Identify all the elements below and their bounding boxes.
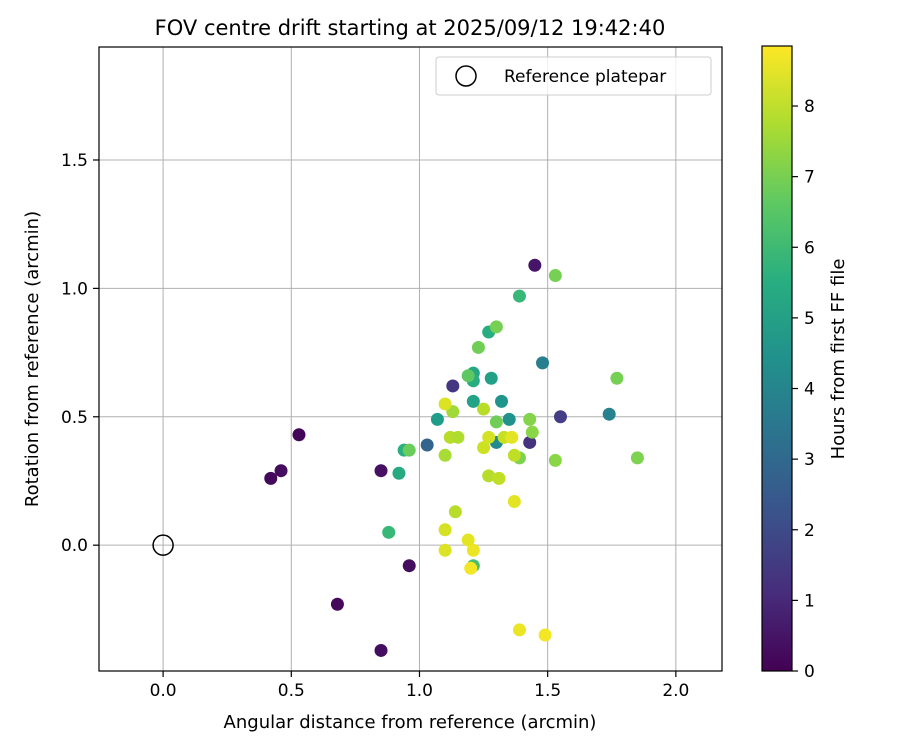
data-point <box>507 448 521 462</box>
legend-marker-icon <box>455 65 477 87</box>
data-point <box>402 443 416 457</box>
y-axis-label: Rotation from reference (arcmin) <box>22 211 43 507</box>
colorbar-tick-label: 4 <box>804 380 815 400</box>
data-point <box>382 525 396 539</box>
y-tick-label: 0.5 <box>61 408 88 428</box>
data-point <box>502 412 516 426</box>
data-point <box>274 464 288 478</box>
y-tick-label: 1.5 <box>61 151 88 171</box>
colorbar-ticks: 0 1 2 3 4 5 6 7 8 <box>792 97 815 682</box>
data-point <box>505 430 519 444</box>
colorbar: 0 1 2 3 4 5 6 7 8 Hours from first FF file <box>761 45 849 682</box>
grid <box>99 47 722 671</box>
data-point <box>438 523 452 537</box>
data-point <box>292 428 306 442</box>
x-tick-label: 2.0 <box>662 681 689 701</box>
x-axis-label: Angular distance from reference (arcmin) <box>224 712 597 733</box>
data-point <box>392 466 406 480</box>
data-point <box>438 448 452 462</box>
data-point <box>264 471 278 485</box>
data-point <box>548 453 562 467</box>
chart-title: FOV centre drift starting at 2025/09/12 … <box>155 16 666 40</box>
data-point <box>330 597 344 611</box>
data-point <box>464 561 478 575</box>
y-tick-label: 1.0 <box>61 279 88 299</box>
x-tick-label: 0.5 <box>278 681 305 701</box>
reference-point-marker <box>152 534 174 556</box>
data-point <box>553 410 567 424</box>
colorbar-label: Hours from first FF file <box>828 259 849 460</box>
data-point <box>471 340 485 354</box>
data-point <box>512 289 526 303</box>
data-point <box>420 438 434 452</box>
x-tick-label: 1.0 <box>406 681 433 701</box>
data-points <box>264 258 644 657</box>
data-point <box>430 412 444 426</box>
data-point <box>466 543 480 557</box>
data-point <box>461 369 475 383</box>
data-point <box>536 356 550 370</box>
data-point <box>477 402 491 416</box>
legend-entry-label: Reference platepar <box>504 67 666 87</box>
data-point <box>489 415 503 429</box>
data-point <box>451 430 465 444</box>
data-point <box>630 451 644 465</box>
legend-box <box>435 56 712 96</box>
colorbar-tick-label: 3 <box>804 450 815 470</box>
colorbar-tick-label: 0 <box>804 662 815 682</box>
colorbar-tick-label: 2 <box>804 521 815 541</box>
data-point <box>495 394 509 408</box>
x-tick-label: 1.5 <box>534 681 561 701</box>
data-point <box>602 407 616 421</box>
data-point <box>525 425 539 439</box>
data-point <box>446 379 460 393</box>
y-axis: 0.0 0.5 1.0 1.5 <box>61 151 99 556</box>
data-point <box>523 435 537 449</box>
data-point <box>438 543 452 557</box>
data-point <box>512 623 526 637</box>
data-point <box>507 495 521 509</box>
x-axis: 0.0 0.5 1.0 1.5 2.0 <box>150 671 689 701</box>
data-point <box>374 464 388 478</box>
data-point <box>466 394 480 408</box>
colorbar-gradient <box>761 45 793 672</box>
data-point <box>523 412 537 426</box>
data-point <box>402 559 416 573</box>
legend: Reference platepar <box>435 56 712 96</box>
data-point <box>610 371 624 385</box>
data-point <box>548 269 562 283</box>
data-point <box>492 471 506 485</box>
colorbar-tick-label: 7 <box>804 168 815 188</box>
plot-frame <box>98 46 723 672</box>
data-point <box>477 441 491 455</box>
data-point <box>528 258 542 272</box>
colorbar-tick-label: 6 <box>804 238 815 258</box>
data-point <box>484 371 498 385</box>
x-tick-label: 0.0 <box>150 681 177 701</box>
data-point <box>538 628 552 642</box>
data-point <box>374 643 388 657</box>
y-tick-label: 0.0 <box>61 536 88 556</box>
reference-marker <box>152 534 174 556</box>
data-point <box>489 320 503 334</box>
data-point <box>438 397 452 411</box>
data-point <box>482 430 496 444</box>
colorbar-tick-label: 8 <box>804 97 815 117</box>
data-point <box>448 505 462 519</box>
colorbar-tick-label: 1 <box>804 591 815 611</box>
data-point <box>461 533 475 547</box>
data-point <box>482 469 496 483</box>
colorbar-tick-label: 5 <box>804 309 815 329</box>
